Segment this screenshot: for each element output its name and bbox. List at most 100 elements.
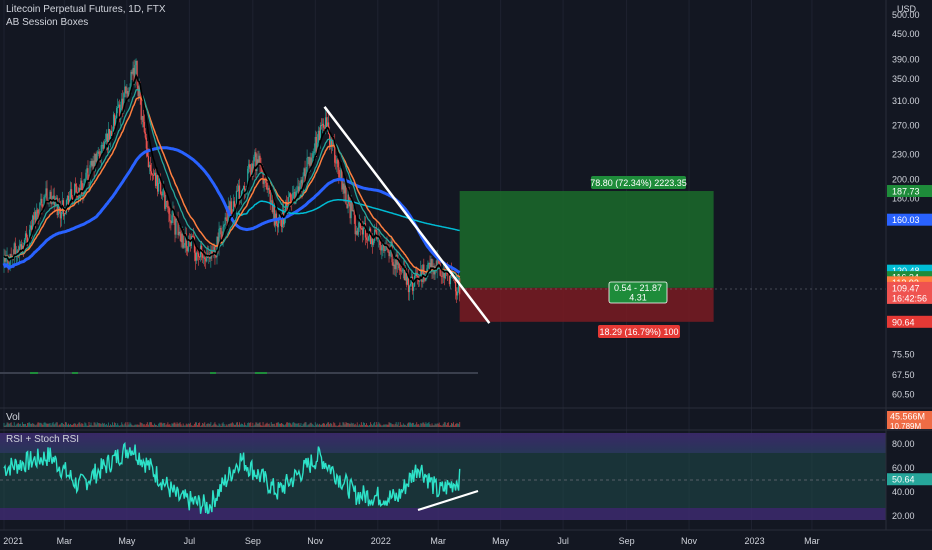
candle-body [321,123,324,126]
rsi-pane-title: RSI + Stoch RSI [6,434,80,445]
volume-bar [352,423,354,427]
candle-body [402,267,404,271]
candle-body [397,262,399,265]
candle-body [85,172,87,179]
candle-body [178,231,180,236]
rsi-badge-text: 50.64 [892,475,915,485]
volume-bar [353,424,355,427]
volume-bar [449,425,451,427]
volume-bar [257,423,259,427]
candle-body [395,254,397,270]
volume-bar [20,425,22,427]
volume-bar [222,422,224,427]
time-tick: Sep [245,536,261,546]
volume-bar [254,424,256,427]
candle-body [419,280,421,282]
volume-bar [321,423,323,427]
volume-bar [355,425,357,427]
volume-bar [188,423,190,427]
volume-bar [144,425,146,427]
volume-bar [40,422,42,427]
candle-body [160,178,162,194]
volume-bar [128,424,130,427]
candle-body [148,164,151,167]
price-badge [887,185,932,198]
candle-body [106,133,109,150]
candle-body [203,257,205,259]
volume-bar [356,422,358,427]
volume-bar [249,423,251,427]
candle-body [312,153,314,159]
volume-bar [180,424,182,427]
volume-bar [84,422,86,427]
volume-bar [384,424,386,427]
rsi-tick: 60.00 [892,463,915,473]
candle-body [356,230,358,235]
candle-body [104,141,106,143]
volume-bar [154,423,156,427]
volume-bar [181,425,183,427]
volume-bar [79,422,81,427]
volume-bar [252,422,254,427]
volume-bar [271,423,273,427]
candle-body [125,86,127,94]
candle-body [144,132,146,138]
volume-bar [255,422,257,427]
candle-body [42,206,44,208]
volume-bar [372,425,374,427]
candle-body [373,241,375,245]
candle-body [415,272,417,276]
volume-bar [70,423,72,427]
volume-bar [330,422,332,427]
volume-bar [329,424,331,427]
position-tool[interactable] [459,191,714,322]
candle-body [122,98,124,113]
candle-body [436,257,438,270]
price-tick: 180.00 [892,194,920,204]
volume-bar [77,423,79,427]
candle-body [92,160,94,167]
volume-bar [169,424,171,427]
candle-body [32,215,34,231]
volume-bar [189,422,191,427]
time-tick: 2022 [371,536,391,546]
volume-bar [383,424,385,427]
candle-body [298,186,300,196]
volume-bar [217,425,219,427]
volume-bar [220,425,222,427]
volume-bar [197,425,199,427]
time-axis[interactable]: 2021 Mar May Jul Sep Nov 2022 Mar May Jul Sep Nov 20… [3,536,819,546]
volume-bar [437,423,439,427]
volume-bar [443,422,445,427]
candle-body [258,155,260,164]
volume-bar [371,424,373,427]
candle-body [33,215,35,220]
volume-bar [316,423,318,427]
volume-bar [404,424,406,427]
volume-bar [165,425,167,427]
volume-bar [401,425,403,427]
rsi-axis[interactable]: 80.00 60.00 40.00 20.00 [892,439,915,521]
volume-bar [344,424,346,427]
time-tick: Jul [184,536,196,546]
volume-bar [45,423,47,427]
candle-body [46,188,48,201]
volume-bar [141,423,143,427]
volume-bar [269,425,271,427]
volume-bar [210,422,212,427]
price-axis[interactable]: 60.5067.5075.50107.67180.00200.00230.002… [892,4,920,399]
trendline[interactable] [323,106,491,324]
candle-body [165,201,167,209]
volume-bar [317,424,319,427]
volume-bar [274,425,276,427]
volume-bar [408,422,410,427]
center-label-line-2: 4.31 [629,293,647,303]
volume-bar [90,422,92,427]
volume-bar [59,424,61,427]
candle-body [170,220,172,224]
candle-body [97,151,99,154]
volume-bar [85,423,87,427]
volume-bar [101,422,103,427]
volume-bar [258,422,260,427]
